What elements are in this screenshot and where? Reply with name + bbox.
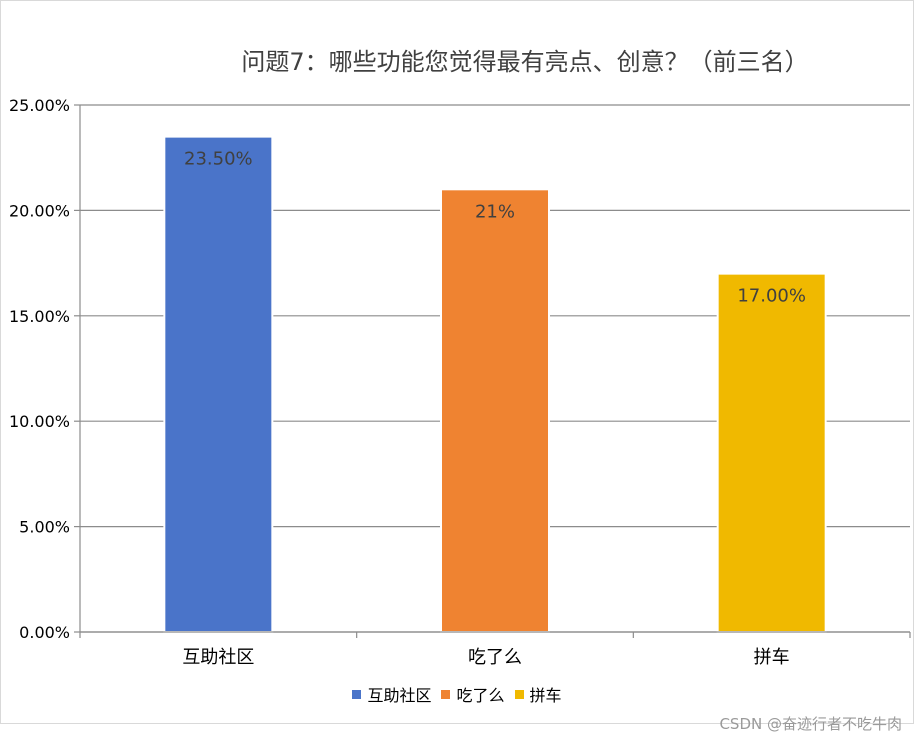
legend-item: 互助社区 [352,682,431,706]
legend-swatch [514,689,524,699]
legend-swatch [352,689,362,699]
chart-title: 问题7：哪些功能您觉得最有亮点、创意？（前三名） [241,48,809,76]
bar-1 [163,135,274,633]
y-tick-label: 20.00% [9,201,70,220]
x-tick-label: 吃了么 [468,647,522,668]
y-tick-label: 25.00% [9,96,70,115]
legend-label: 互助社区 [367,686,432,705]
data-label: 23.50% [184,149,253,170]
x-tick-label: 互助社区 [182,647,254,668]
y-tick-label: 15.00% [9,307,70,326]
bar-3 [716,272,827,633]
bar-2 [440,188,550,633]
legend-label: 拼车 [529,686,562,705]
legend-item: 吃了么 [441,682,505,706]
legend-swatch [441,689,451,699]
legend-label: 吃了么 [456,686,505,705]
data-label: 17.00% [737,286,806,307]
x-tick-label: 拼车 [754,647,790,668]
data-label: 21% [475,201,515,222]
y-tick-label: 0.00% [19,623,70,642]
watermark: CSDN @奋迹行者不吃牛肉 [719,715,902,733]
legend-item: 拼车 [514,682,562,706]
legend: 互助社区 吃了么 拼车 [0,682,914,706]
y-tick-label: 5.00% [19,518,70,537]
y-tick-label: 10.00% [9,412,70,431]
